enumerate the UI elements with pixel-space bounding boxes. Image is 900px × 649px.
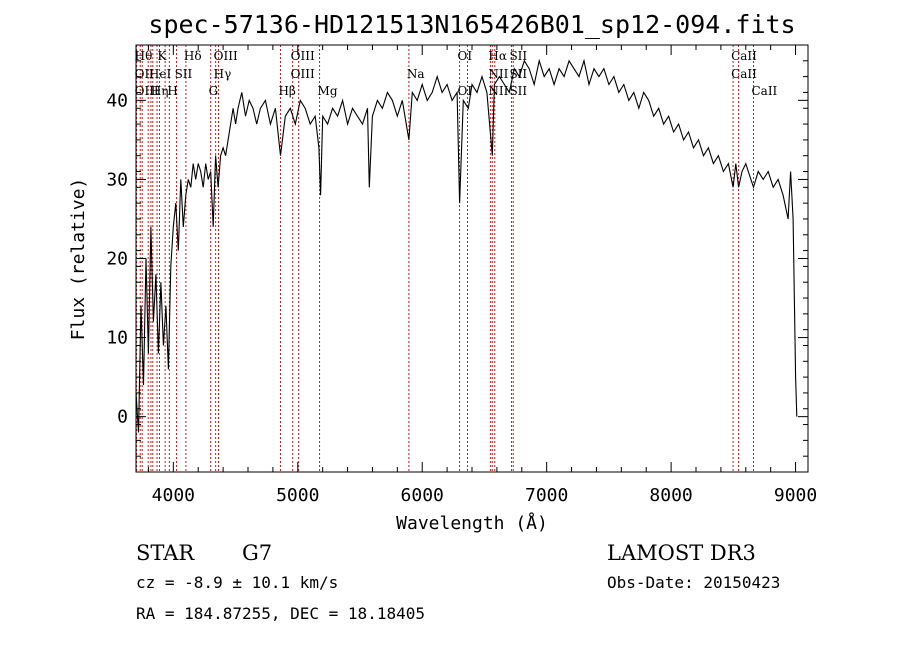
x-tick-label-2: 6000 xyxy=(401,485,444,506)
line-label-top-16: OIII xyxy=(291,49,315,63)
line-label-bot-18: Mg xyxy=(318,84,338,98)
x-tick-label-5: 9000 xyxy=(774,485,817,506)
line-label-bot-22: NII xyxy=(488,84,508,98)
y-tick-label-4: 40 xyxy=(106,90,128,111)
redshift-cz: cz = -8.9 ± 10.1 km/s xyxy=(136,573,338,592)
survey-name: LAMOST DR3 xyxy=(607,541,756,565)
line-label-mid-27: CaII xyxy=(731,67,757,81)
line-label-mid-4: HeI xyxy=(149,67,172,81)
line-label-bot-5: Hη xyxy=(151,84,169,98)
y-axis-label: Flux (relative) xyxy=(68,178,89,341)
line-label-bot-15: Hβ xyxy=(278,84,295,98)
object-class: STAR xyxy=(136,541,195,565)
x-tick-label-3: 7000 xyxy=(525,485,568,506)
spectral-line-markers xyxy=(136,45,754,472)
y-tick-label-1: 10 xyxy=(106,328,128,349)
plot-frame xyxy=(135,44,809,473)
line-label-top-13: OIII xyxy=(214,49,238,63)
line-label-top-0: Hθ xyxy=(135,49,153,63)
line-label-top-20: OI xyxy=(458,49,473,63)
line-label-top-11: Hδ xyxy=(184,49,202,63)
line-label-top-22: Hα xyxy=(488,49,507,63)
line-label-top-7: K xyxy=(158,49,168,63)
y-tick-label-2: 20 xyxy=(106,249,128,270)
line-label-mid-13: Hγ xyxy=(214,67,232,81)
line-label-bot-20: OI xyxy=(458,84,473,98)
object-subclass: G7 xyxy=(242,541,272,565)
ra-dec: RA = 184.87255, DEC = 18.18405 xyxy=(136,604,425,623)
x-axis-ticks: 4000 5000 6000 7000 8000 9000 xyxy=(147,45,817,506)
line-label-top-27: CaII xyxy=(731,49,757,63)
chart-title: spec-57136-HD121513N165426B01_sp12-094.f… xyxy=(148,10,795,39)
line-label-mid-16: OIII xyxy=(291,67,315,81)
line-label-bot-25: SII xyxy=(509,84,527,98)
spectral-line-labels: HθOIIOIIIHeIHηKHSIIHδGOIIIHγHβOIIIOIIIMg… xyxy=(135,49,778,98)
x-tick-label-0: 4000 xyxy=(152,485,195,506)
line-label-mid-0: OII xyxy=(135,67,155,81)
x-axis-label: Wavelength (Å) xyxy=(396,512,548,534)
line-label-bot-29: CaII xyxy=(751,84,777,98)
line-label-bot-12: G xyxy=(209,84,219,98)
x-tick-label-4: 8000 xyxy=(649,485,692,506)
line-label-bot-9: H xyxy=(167,84,177,98)
y-axis-ticks: 0 10 20 30 40 xyxy=(106,60,808,457)
line-label-mid-22: NII xyxy=(488,67,508,81)
y-tick-label-3: 30 xyxy=(106,169,128,190)
line-label-bot-0: OIII xyxy=(135,84,159,98)
y-tick-label-0: 0 xyxy=(117,407,128,428)
spectrum-line xyxy=(135,58,798,433)
observation-date: Obs-Date: 20150423 xyxy=(607,573,780,592)
x-tick-label-1: 5000 xyxy=(276,485,319,506)
line-label-mid-10: SII xyxy=(175,67,193,81)
line-label-top-25: SII xyxy=(509,49,527,63)
line-label-mid-19: Na xyxy=(407,67,425,81)
